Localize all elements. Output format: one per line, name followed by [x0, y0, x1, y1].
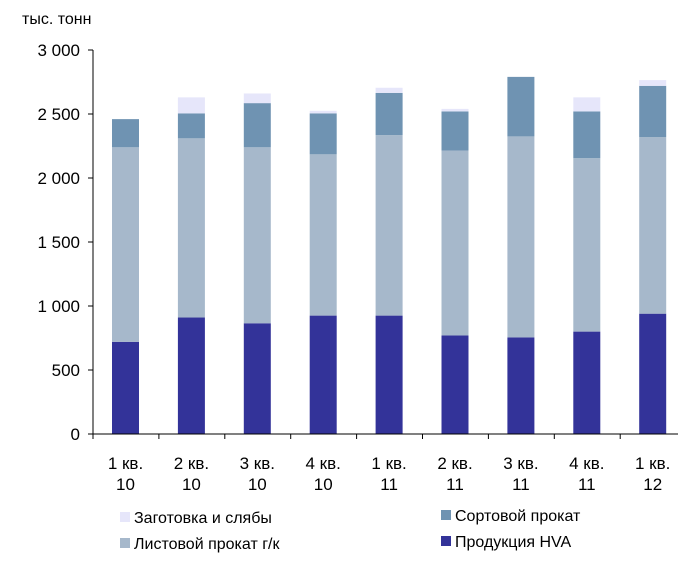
- y-tick-label: 0: [71, 425, 80, 444]
- x-tick-label-line: 1 кв.: [635, 454, 670, 473]
- bar-segment: [441, 335, 469, 434]
- bar-segment: [441, 108, 469, 112]
- bar-segment: [639, 85, 667, 138]
- bar-segment: [309, 315, 337, 434]
- x-tick-label: 1 кв. 11: [371, 454, 406, 494]
- bar-segment: [243, 93, 271, 104]
- bar-segment: [639, 137, 667, 314]
- x-tick-label-line: 10: [182, 475, 201, 494]
- bar-segment: [177, 97, 205, 114]
- bar-segment: [441, 150, 469, 336]
- bar-segment: [573, 331, 601, 434]
- x-tick-label-line: 3 кв.: [503, 454, 538, 473]
- legend-label: Листовой прокат г/к: [134, 536, 281, 553]
- bar-segment: [309, 154, 337, 316]
- bar-segment: [573, 97, 601, 112]
- x-tick-label: 2 кв. 10: [174, 454, 209, 494]
- bar-segment: [507, 76, 535, 137]
- x-tick-label-line: 4 кв.: [569, 454, 604, 473]
- bar-segment: [375, 87, 403, 93]
- y-tick-label: 3 000: [37, 41, 80, 60]
- y-axis: 0 500 1 000 1 500 2 000 2 500 3 000: [37, 41, 94, 444]
- y-tick-label: 2 500: [37, 105, 80, 124]
- x-tick-label-line: 11: [380, 475, 398, 494]
- x-tick-label-line: 3 кв.: [240, 454, 275, 473]
- bar-segment: [112, 341, 139, 434]
- bar-segment: [243, 147, 271, 324]
- x-tick-label: 3 кв. 10: [240, 454, 275, 494]
- x-tick-label: 4 кв. 10: [306, 454, 341, 494]
- x-tick-label-line: 2 кв.: [437, 454, 472, 473]
- legend-label: Заготовка и слябы: [134, 510, 272, 527]
- x-tick-label: 2 кв. 11: [437, 454, 472, 494]
- x-tick-label-line: 11: [578, 475, 596, 494]
- x-tick-label-line: 10: [116, 475, 135, 494]
- x-axis: 1 кв. 102 кв. 103 кв. 104 кв. 101 кв. 112 кв.…: [92, 433, 678, 494]
- bar-segment: [639, 313, 667, 434]
- legend-swatch: [441, 510, 451, 520]
- bar-segment: [375, 92, 403, 136]
- x-tick-label-line: 10: [314, 475, 333, 494]
- x-tick-label: 1 кв. 12: [635, 454, 670, 494]
- y-tick-label: 1 500: [37, 233, 80, 252]
- x-tick-label-line: 2 кв.: [174, 454, 209, 473]
- x-tick-label: 1 кв. 10: [108, 454, 143, 494]
- x-tick-label-line: 1 кв.: [371, 454, 406, 473]
- legend-swatch: [120, 512, 130, 522]
- bar-segment: [177, 138, 205, 318]
- bar-segment: [243, 103, 271, 148]
- bar-segment: [177, 113, 205, 139]
- y-tick-label: 2 000: [37, 169, 80, 188]
- bar-segment: [441, 111, 469, 151]
- bar-segment: [177, 317, 205, 434]
- y-unit-label: тыс. тонн: [22, 11, 91, 28]
- x-tick-label: 4 кв. 11: [569, 454, 604, 494]
- bar-segment: [112, 147, 139, 342]
- x-tick-label-line: 4 кв.: [306, 454, 341, 473]
- bar-segment: [375, 315, 403, 434]
- bar-segment: [112, 119, 139, 148]
- legend-label: Сортовой прокат: [455, 508, 581, 525]
- bar-segment: [309, 113, 337, 155]
- bar-segment: [573, 158, 601, 332]
- legend-label: Продукция HVA: [455, 534, 572, 551]
- x-tick-label: 3 кв. 11: [503, 454, 538, 494]
- bar-segment: [573, 111, 601, 159]
- bar-segment: [375, 135, 403, 316]
- y-tick-label: 500: [52, 361, 80, 380]
- bar-segment: [507, 337, 535, 434]
- legend-swatch: [441, 536, 451, 546]
- bar-segment: [243, 323, 271, 434]
- legend-swatch: [120, 538, 130, 548]
- x-tick-label-line: 11: [512, 475, 530, 494]
- legend: Заготовка и слябы Сортовой прокат Листовой…: [120, 508, 581, 553]
- y-tick-label: 1 000: [37, 297, 80, 316]
- x-tick-label-line: 12: [643, 475, 662, 494]
- x-tick-label-line: 11: [446, 475, 464, 494]
- x-tick-label-line: 1 кв.: [108, 454, 143, 473]
- bar-segment: [639, 80, 667, 86]
- bar-segment: [507, 136, 535, 338]
- bar-segment: [309, 110, 337, 114]
- x-tick-label-line: 10: [248, 475, 267, 494]
- bars-group: [112, 76, 667, 434]
